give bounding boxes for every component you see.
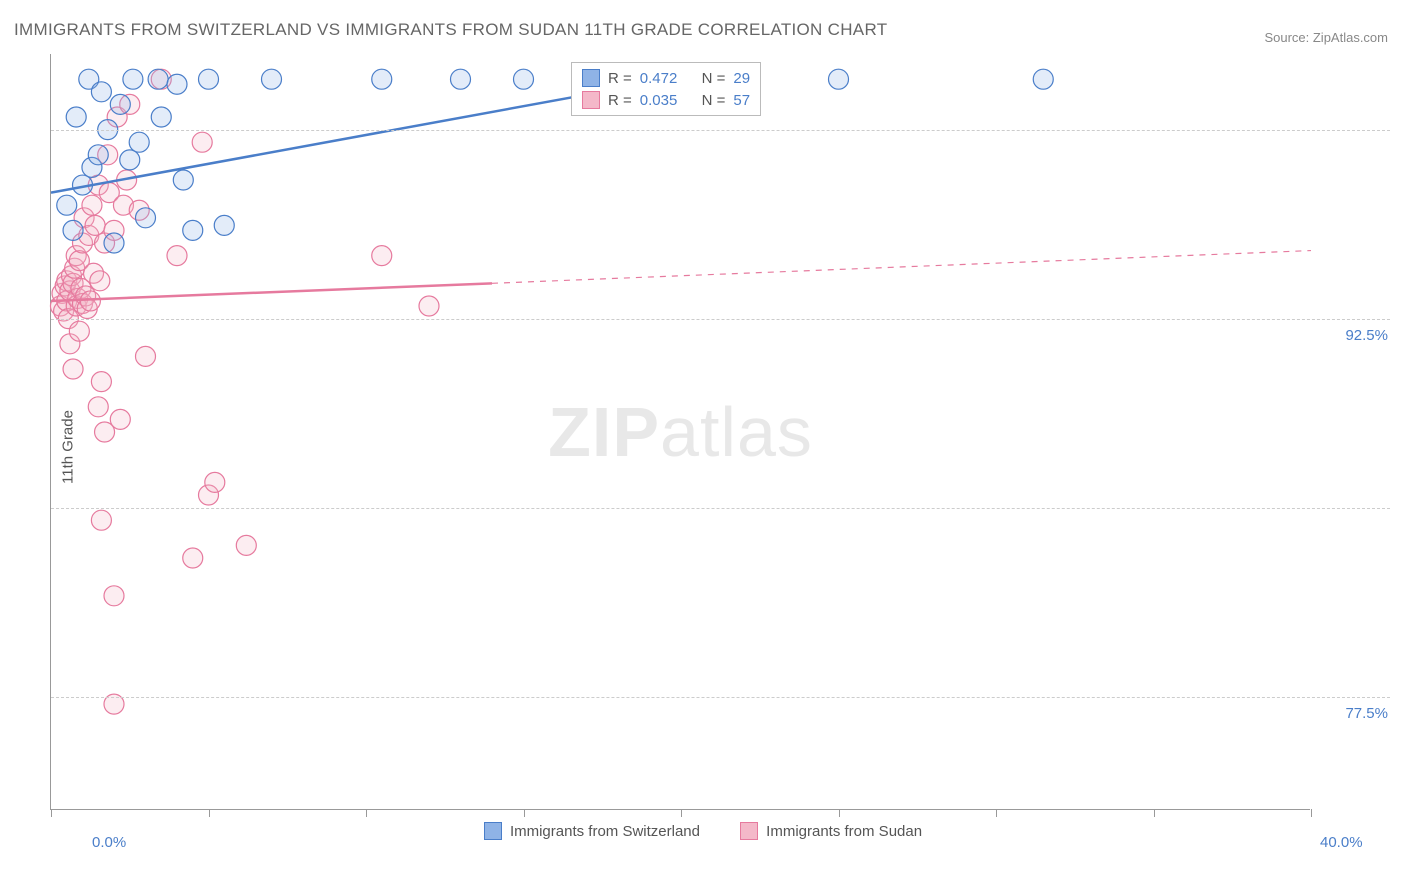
chart-title: IMMIGRANTS FROM SWITZERLAND VS IMMIGRANT…: [14, 20, 887, 40]
data-point-sudan: [372, 246, 392, 266]
x-tick: [51, 809, 52, 817]
data-point-switzerland: [151, 107, 171, 127]
n-value-switzerland: 29: [733, 70, 750, 87]
source-attribution: Source: ZipAtlas.com: [1264, 30, 1388, 45]
y-tick-label: 77.5%: [1345, 705, 1388, 722]
data-point-sudan: [136, 346, 156, 366]
data-point-sudan: [192, 132, 212, 152]
data-point-switzerland: [173, 170, 193, 190]
data-point-sudan: [167, 246, 187, 266]
data-point-switzerland: [88, 145, 108, 165]
data-point-switzerland: [129, 132, 149, 152]
data-point-switzerland: [167, 74, 187, 94]
data-point-switzerland: [110, 94, 130, 114]
r-label: R =: [608, 92, 632, 109]
x-tick: [996, 809, 997, 817]
gridline-h: [51, 697, 1390, 698]
x-tick: [681, 809, 682, 817]
chart-container: 11th Grade ZIPatlas R = 0.472 N = 29 R =…: [50, 54, 1390, 840]
legend-label-sudan: Immigrants from Sudan: [766, 823, 922, 840]
data-point-switzerland: [104, 233, 124, 253]
data-point-switzerland: [66, 107, 86, 127]
data-point-switzerland: [91, 82, 111, 102]
legend-item-switzerland: Immigrants from Switzerland: [484, 822, 700, 840]
data-point-switzerland: [372, 69, 392, 89]
data-point-switzerland: [451, 69, 471, 89]
data-point-sudan: [91, 510, 111, 530]
swatch-sudan: [740, 822, 758, 840]
x-tick: [366, 809, 367, 817]
x-tick: [524, 809, 525, 817]
source-link[interactable]: ZipAtlas.com: [1313, 30, 1388, 45]
swatch-switzerland: [484, 822, 502, 840]
legend-label-switzerland: Immigrants from Switzerland: [510, 823, 700, 840]
data-point-switzerland: [63, 220, 83, 240]
data-point-switzerland: [136, 208, 156, 228]
swatch-switzerland: [582, 69, 600, 87]
data-point-switzerland: [262, 69, 282, 89]
n-label: N =: [702, 70, 726, 87]
source-prefix: Source:: [1264, 30, 1312, 45]
data-point-sudan: [419, 296, 439, 316]
data-point-switzerland: [57, 195, 77, 215]
data-point-switzerland: [214, 215, 234, 235]
n-value-sudan: 57: [733, 92, 750, 109]
stats-row-switzerland: R = 0.472 N = 29: [582, 67, 750, 89]
x-tick: [839, 809, 840, 817]
data-point-sudan: [205, 472, 225, 492]
y-tick-label: 92.5%: [1345, 327, 1388, 344]
r-label: R =: [608, 70, 632, 87]
gridline-h: [51, 508, 1390, 509]
data-point-sudan: [63, 359, 83, 379]
data-point-switzerland: [120, 150, 140, 170]
trendline-extrapolated-sudan: [492, 251, 1311, 284]
data-point-switzerland: [199, 69, 219, 89]
legend-item-sudan: Immigrants from Sudan: [740, 822, 922, 840]
data-point-sudan: [236, 535, 256, 555]
x-tick: [209, 809, 210, 817]
gridline-h: [51, 130, 1390, 131]
data-point-sudan: [88, 397, 108, 417]
data-point-sudan: [69, 321, 89, 341]
r-value-sudan: 0.035: [640, 92, 678, 109]
data-point-sudan: [80, 291, 100, 311]
data-point-switzerland: [514, 69, 534, 89]
x-tick: [1311, 809, 1312, 817]
data-point-switzerland: [183, 220, 203, 240]
stats-legend-box: R = 0.472 N = 29 R = 0.035 N = 57: [571, 62, 761, 116]
series-legend: Immigrants from Switzerland Immigrants f…: [0, 822, 1406, 844]
swatch-sudan: [582, 91, 600, 109]
data-point-sudan: [85, 215, 105, 235]
data-point-sudan: [183, 548, 203, 568]
x-tick: [1154, 809, 1155, 817]
data-point-switzerland: [148, 69, 168, 89]
plot-area: ZIPatlas R = 0.472 N = 29 R = 0.035 N = …: [50, 54, 1310, 810]
data-point-sudan: [95, 422, 115, 442]
gridline-h: [51, 319, 1390, 320]
data-point-sudan: [82, 195, 102, 215]
data-point-switzerland: [829, 69, 849, 89]
data-point-switzerland: [123, 69, 143, 89]
n-label: N =: [702, 92, 726, 109]
stats-row-sudan: R = 0.035 N = 57: [582, 89, 750, 111]
data-point-sudan: [90, 271, 110, 291]
data-point-switzerland: [1033, 69, 1053, 89]
r-value-switzerland: 0.472: [640, 70, 678, 87]
data-point-sudan: [91, 372, 111, 392]
data-point-sudan: [104, 586, 124, 606]
